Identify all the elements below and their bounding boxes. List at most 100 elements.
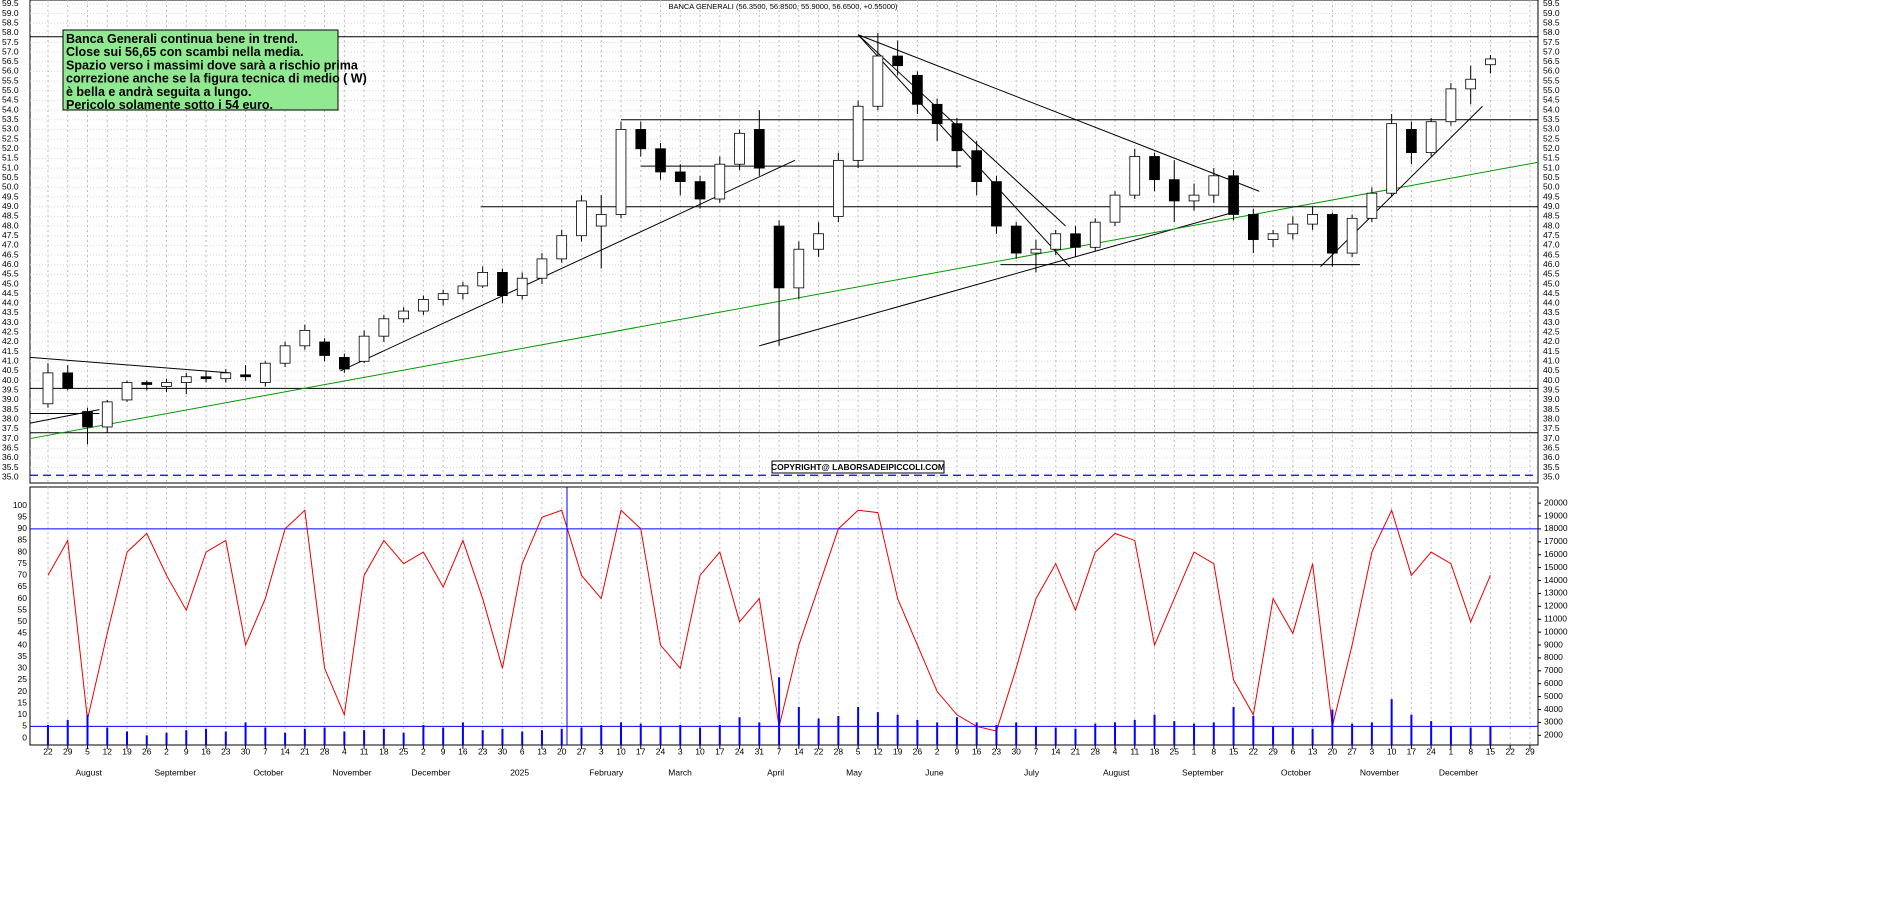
candle-body [734, 132, 745, 165]
candle-body [1089, 221, 1101, 248]
x-tick-label: 10 [616, 746, 626, 756]
candle-body [516, 277, 528, 296]
candle-body [180, 376, 192, 383]
annotation-line: correzione anche se la figura tecnica di… [66, 72, 367, 86]
volume-bar [224, 731, 227, 745]
candle-body [1070, 233, 1081, 248]
y-tick-label: 59.0 [2, 8, 19, 18]
x-tick-label: 27 [577, 746, 587, 756]
x-tick-label: 8 [1211, 746, 1216, 756]
y-tick-label: 60 [18, 593, 28, 603]
y2-tick-label: 2000 [1544, 730, 1563, 740]
y-tick-label: 55.5 [1543, 75, 1560, 85]
y-tick-label: 10 [18, 709, 28, 719]
volume-bar [244, 722, 247, 745]
y-tick-label: 42.5 [2, 327, 19, 337]
x-tick-label: 6 [520, 746, 525, 756]
x-tick-label: 5 [85, 746, 90, 756]
volume-bar [955, 717, 958, 745]
y-tick-label: 54.5 [1543, 95, 1560, 105]
candle-body [655, 148, 666, 173]
volume-bar [679, 725, 682, 745]
y2-tick-label: 7000 [1544, 665, 1563, 675]
volume-bar [817, 718, 820, 745]
y-tick-label: 53.0 [2, 124, 19, 134]
copyright-box [771, 460, 945, 474]
month-label: March [668, 767, 692, 777]
y-tick-label: 47.5 [1543, 230, 1560, 240]
x-tick-label: 5 [856, 746, 861, 756]
volume-bar [106, 727, 109, 745]
y-tick-label: 45.0 [2, 278, 19, 288]
x-tick-label: 23 [478, 746, 488, 756]
volume-bar [1331, 709, 1334, 745]
volume-bar [718, 725, 721, 745]
candle-body [1168, 179, 1180, 202]
y-tick-label: 55 [18, 604, 28, 614]
y-tick-label: 59.0 [1543, 8, 1560, 18]
x-tick-label: 22 [43, 746, 53, 756]
candle-body [813, 233, 824, 250]
month-label: August [75, 767, 102, 777]
x-tick-label: 4 [1113, 746, 1118, 756]
y-tick-label: 41.5 [1543, 346, 1560, 356]
y-tick-label: 25 [18, 674, 28, 684]
trend-line [30, 356, 230, 374]
y-tick-label: 48.0 [1543, 220, 1560, 230]
y-tick-label: 41.0 [1543, 356, 1560, 366]
y2-tick-label: 3000 [1544, 717, 1563, 727]
candle-body [1366, 192, 1378, 219]
x-tick-label: 8 [1468, 746, 1473, 756]
volume-bar [323, 727, 326, 745]
x-tick-label: 2 [164, 746, 169, 756]
x-tick-label: 30 [498, 746, 508, 756]
candle-body [1109, 194, 1121, 223]
y-tick-label: 59.5 [1543, 0, 1560, 8]
candle-body [220, 372, 232, 380]
x-tick-label: 17 [636, 746, 646, 756]
y-tick-label: 51.5 [2, 153, 19, 163]
annotation-line: Pericolo solamente sotto i 54 euro. [66, 98, 273, 112]
volume-bar [1232, 706, 1235, 745]
y-tick-label: 57.0 [1543, 46, 1560, 56]
volume-bar [402, 732, 405, 745]
y-tick-label: 56.0 [1543, 66, 1560, 76]
candle-body [1050, 233, 1062, 250]
candle-body [635, 129, 647, 150]
y-tick-label: 20 [18, 686, 28, 696]
y-tick-label: 53.0 [1543, 124, 1560, 134]
candle-body [991, 181, 1002, 227]
volume-bar [501, 728, 504, 745]
x-tick-label: 16 [458, 746, 468, 756]
candle-body [259, 362, 271, 383]
candle-body [457, 285, 469, 295]
volume-bar [1410, 714, 1413, 745]
copyright: COPYRIGHT@ LABORSADEIPICCOLI.COM [771, 462, 945, 472]
candle-body [141, 382, 153, 385]
x-tick-label: 15 [1229, 746, 1239, 756]
x-tick-label: 28 [834, 746, 844, 756]
y-tick-label: 49.0 [2, 201, 19, 211]
volume-bar [580, 727, 583, 745]
y-tick-label: 51.0 [1543, 162, 1560, 172]
y-tick-label: 43.5 [2, 307, 19, 317]
volume-bar [1193, 723, 1196, 745]
x-tick-label: 22 [814, 746, 824, 756]
y-tick-label: 45.5 [2, 269, 19, 279]
x-tick-label: 3 [678, 746, 683, 756]
volume-bar [1370, 722, 1373, 745]
y-tick-label: 45.0 [1543, 278, 1560, 288]
candle-body [833, 159, 844, 217]
y-tick-label: 55.5 [2, 75, 19, 85]
oscillator-line [47, 508, 1491, 732]
y2-tick-label: 8000 [1544, 652, 1563, 662]
volume-bar [1469, 727, 1472, 745]
x-tick-label: 12 [873, 746, 883, 756]
y-tick-label: 52.5 [1543, 133, 1560, 143]
volume-bar [1133, 719, 1136, 745]
y-tick-label: 39.5 [2, 385, 19, 395]
y-tick-label: 70 [18, 570, 28, 580]
x-tick-label: 13 [1308, 746, 1318, 756]
